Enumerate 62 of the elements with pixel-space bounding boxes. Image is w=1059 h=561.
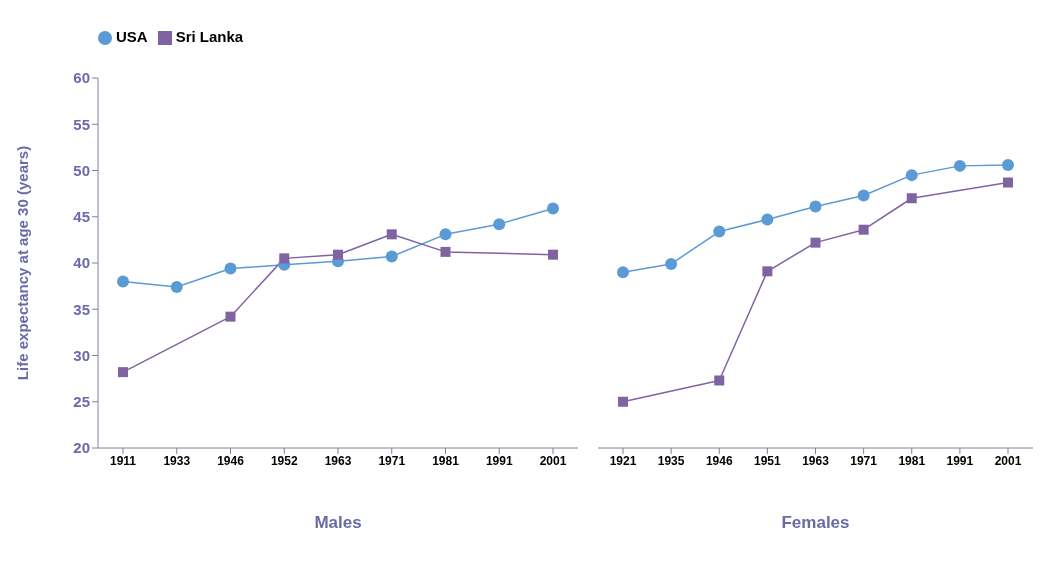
x-tick-label: 1921 bbox=[609, 453, 637, 468]
y-tick-label: 35 bbox=[73, 300, 90, 318]
point bbox=[761, 213, 774, 226]
point bbox=[905, 169, 918, 182]
x-tick-label: 2001 bbox=[994, 453, 1022, 468]
y-tick-label: 55 bbox=[73, 115, 90, 133]
point bbox=[279, 253, 290, 264]
point bbox=[225, 311, 236, 322]
point bbox=[440, 246, 451, 257]
point bbox=[439, 228, 452, 241]
x-tick-label: 1935 bbox=[657, 453, 685, 468]
point bbox=[809, 200, 822, 213]
x-tick-label: 1971 bbox=[850, 453, 878, 468]
x-tick-label: 1933 bbox=[163, 453, 191, 468]
x-tick-label: 1981 bbox=[898, 453, 926, 468]
point bbox=[333, 249, 343, 260]
point bbox=[618, 396, 628, 407]
legend-label: Sri Lanka bbox=[175, 28, 244, 45]
y-tick-label: 40 bbox=[73, 254, 90, 272]
y-tick-label: 25 bbox=[73, 393, 90, 411]
x-tick-label: 2001 bbox=[539, 453, 567, 468]
point bbox=[493, 218, 506, 231]
point bbox=[1003, 177, 1013, 188]
point bbox=[118, 367, 128, 378]
x-tick-label: 1981 bbox=[432, 453, 460, 468]
x-tick-label: 1991 bbox=[946, 453, 974, 468]
y-tick-label: 50 bbox=[73, 161, 90, 179]
x-tick-label: 1946 bbox=[705, 453, 733, 468]
x-axis-title: Females bbox=[781, 513, 850, 532]
y-tick-label: 60 bbox=[73, 69, 90, 87]
point bbox=[857, 189, 870, 202]
point bbox=[385, 250, 398, 263]
x-tick-label: 1963 bbox=[324, 453, 352, 468]
point bbox=[617, 266, 629, 279]
y-axis-title: Life expectancy at age 30 (years) bbox=[14, 145, 32, 381]
x-tick-label: 1946 bbox=[217, 453, 245, 468]
point bbox=[762, 266, 773, 277]
x-tick-label: 1952 bbox=[270, 453, 298, 468]
point bbox=[117, 275, 129, 288]
x-tick-label: 1991 bbox=[485, 453, 513, 468]
point bbox=[386, 229, 397, 240]
point bbox=[714, 375, 725, 386]
point bbox=[224, 262, 237, 275]
y-tick-label: 20 bbox=[73, 439, 90, 457]
point bbox=[170, 281, 183, 294]
point bbox=[953, 159, 966, 172]
point bbox=[858, 224, 869, 235]
point bbox=[810, 237, 821, 248]
x-axis-title: Males bbox=[314, 513, 362, 532]
point bbox=[665, 257, 678, 270]
point bbox=[548, 249, 558, 260]
point bbox=[713, 225, 726, 238]
point bbox=[906, 193, 917, 204]
point bbox=[547, 202, 559, 215]
y-tick-label: 30 bbox=[73, 346, 90, 364]
legend-label: USA bbox=[116, 28, 148, 45]
x-tick-label: 1911 bbox=[109, 453, 137, 468]
x-tick-label: 1951 bbox=[754, 453, 782, 468]
y-tick-label: 45 bbox=[73, 208, 90, 226]
point bbox=[1002, 158, 1014, 171]
x-tick-label: 1963 bbox=[802, 453, 830, 468]
x-tick-label: 1971 bbox=[378, 453, 406, 468]
